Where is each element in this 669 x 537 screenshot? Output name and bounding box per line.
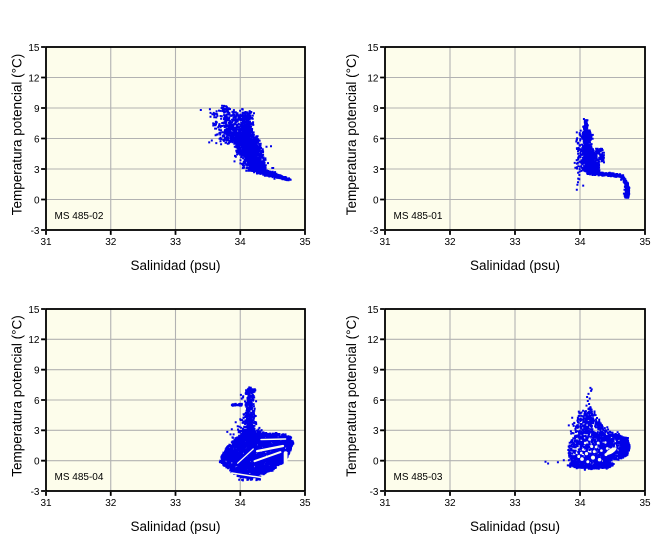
svg-text:32: 32 [105, 498, 117, 509]
svg-text:0: 0 [34, 195, 40, 206]
svg-text:-3: -3 [370, 226, 379, 237]
svg-text:Salinidad (psu): Salinidad (psu) [470, 258, 560, 273]
svg-text:Salinidad (psu): Salinidad (psu) [130, 519, 220, 534]
svg-text:Salinidad (psu): Salinidad (psu) [470, 519, 560, 534]
svg-text:0: 0 [373, 457, 379, 468]
svg-text:34: 34 [235, 237, 247, 248]
svg-text:35: 35 [639, 498, 651, 509]
svg-text:6: 6 [373, 396, 379, 407]
svg-text:MS 485-02: MS 485-02 [55, 211, 104, 222]
svg-text:15: 15 [367, 43, 379, 54]
svg-text:31: 31 [40, 237, 52, 248]
svg-text:35: 35 [299, 498, 311, 509]
svg-text:Temperatura potencial (°C): Temperatura potencial (°C) [10, 54, 25, 215]
svg-text:35: 35 [299, 237, 311, 248]
svg-text:6: 6 [34, 396, 40, 407]
svg-text:MS 485-04: MS 485-04 [55, 472, 104, 483]
svg-text:15: 15 [28, 305, 40, 316]
svg-text:6: 6 [373, 134, 379, 145]
svg-text:9: 9 [373, 366, 379, 377]
svg-text:6: 6 [34, 134, 40, 145]
svg-text:9: 9 [34, 366, 40, 377]
svg-text:3: 3 [34, 426, 40, 437]
svg-text:3: 3 [373, 165, 379, 176]
svg-text:12: 12 [28, 73, 40, 84]
svg-text:-3: -3 [370, 487, 379, 498]
svg-text:12: 12 [367, 73, 379, 84]
svg-text:15: 15 [28, 43, 40, 54]
svg-text:33: 33 [509, 237, 521, 248]
svg-text:34: 34 [235, 498, 247, 509]
svg-text:0: 0 [34, 457, 40, 468]
svg-text:9: 9 [373, 104, 379, 115]
svg-text:-3: -3 [31, 487, 40, 498]
svg-text:-3: -3 [31, 226, 40, 237]
svg-text:33: 33 [170, 498, 182, 509]
svg-text:33: 33 [170, 237, 182, 248]
svg-text:31: 31 [379, 498, 391, 509]
svg-text:Temperatura potencial (°C): Temperatura potencial (°C) [10, 315, 25, 476]
svg-text:12: 12 [367, 335, 379, 346]
svg-text:31: 31 [40, 498, 52, 509]
svg-text:9: 9 [34, 104, 40, 115]
svg-text:32: 32 [444, 237, 456, 248]
svg-text:12: 12 [28, 335, 40, 346]
svg-text:Temperatura potencial (°C): Temperatura potencial (°C) [344, 315, 359, 476]
svg-text:31: 31 [379, 237, 391, 248]
svg-text:32: 32 [444, 498, 456, 509]
svg-text:33: 33 [509, 498, 521, 509]
svg-text:MS 485-01: MS 485-01 [394, 211, 443, 222]
svg-text:MS 485-03: MS 485-03 [394, 472, 443, 483]
svg-text:15: 15 [367, 305, 379, 316]
svg-text:Temperatura potencial (°C): Temperatura potencial (°C) [344, 54, 359, 215]
svg-text:Salinidad (psu): Salinidad (psu) [130, 258, 220, 273]
svg-text:3: 3 [34, 165, 40, 176]
svg-text:34: 34 [574, 498, 586, 509]
svg-text:0: 0 [373, 195, 379, 206]
svg-text:34: 34 [574, 237, 586, 248]
svg-text:32: 32 [105, 237, 117, 248]
svg-text:3: 3 [373, 426, 379, 437]
svg-text:35: 35 [639, 237, 651, 248]
